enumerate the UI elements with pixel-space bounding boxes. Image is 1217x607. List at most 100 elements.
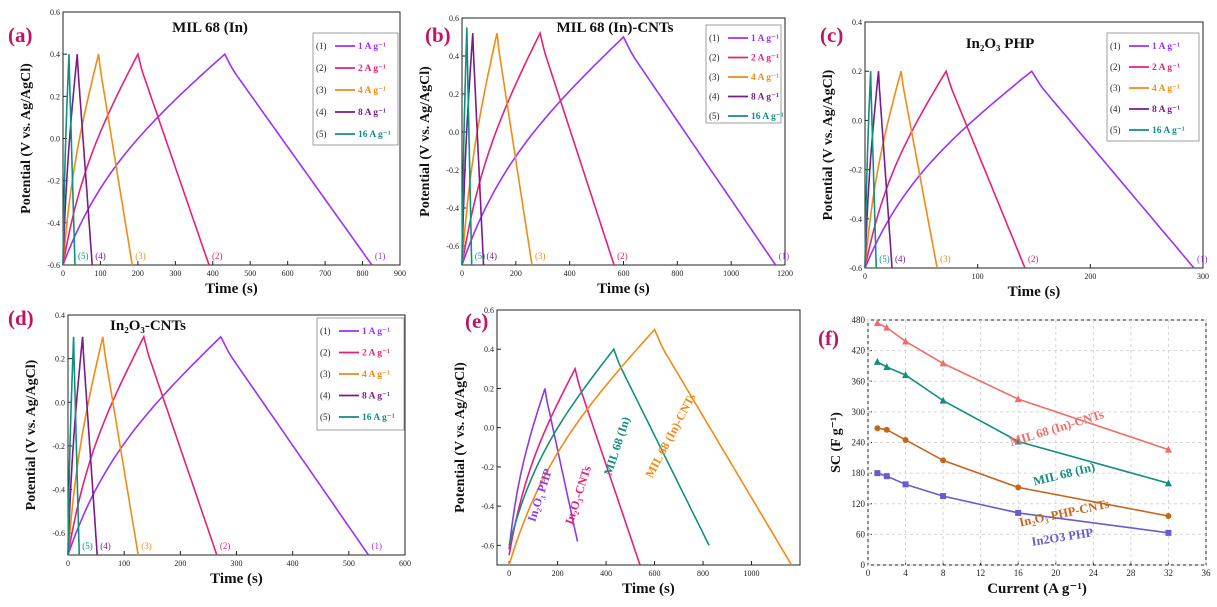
legend-label: 2 A g⁻¹	[358, 64, 386, 74]
legend-label: 1 A g⁻¹	[362, 327, 390, 337]
data-point	[874, 470, 881, 477]
x-tick-label: 100	[94, 269, 106, 278]
data-point	[902, 337, 910, 345]
panel-c: 0 100 200 300 -0.6 -0.4 -0.2 0.0 0.2 0.4 Time (s) P…	[820, 18, 1209, 300]
panel-letter: (b)	[425, 23, 451, 47]
x-axis-label: Time (s)	[597, 281, 650, 297]
y-tick-label: -0.2	[446, 166, 459, 175]
x-tick-label: 600	[649, 569, 661, 578]
data-point	[1164, 445, 1172, 453]
gcd-curve	[508, 347, 710, 546]
data-point	[940, 493, 947, 500]
legend-tag: (4)	[316, 107, 327, 117]
legend-tag: (4)	[1110, 104, 1121, 114]
x-tick-label: 28	[1126, 568, 1136, 578]
legend-label: 2 A g⁻¹	[1152, 63, 1180, 73]
y-axis-label: Potential (V vs. Ag/AgCl)	[19, 63, 34, 214]
panel-d: 0 100 200 300 400 500 600 -0.6 -0.4 -0.2 0.0 0.2 0.4…	[8, 306, 411, 587]
gcd-curve	[461, 33, 485, 266]
x-tick-label: 600	[618, 269, 630, 278]
curve-end-tag: (2)	[1028, 254, 1039, 264]
curves	[508, 328, 793, 566]
legend-label: 4 A g⁻¹	[1152, 84, 1180, 94]
curve-end-tag: (3)	[940, 254, 951, 264]
panel-title: In₂O₃ PHP	[966, 36, 1035, 52]
y-axis-label: Potential (V vs. Ag/AgCl)	[24, 359, 39, 510]
panel-letter: (a)	[8, 23, 33, 47]
x-tick-label: 24	[1089, 568, 1099, 578]
data-point	[873, 319, 881, 327]
x-tick-label: 16	[1014, 568, 1024, 578]
x-tick-label: 200	[132, 269, 144, 278]
gcd-curve	[62, 54, 76, 266]
legend-box	[312, 32, 399, 146]
legend-tag: (5)	[1110, 125, 1121, 135]
x-tick-label: 1200	[777, 269, 793, 278]
data-point	[940, 457, 947, 464]
y-tick-label: 240	[852, 438, 866, 448]
panel-letter: (f)	[818, 326, 839, 350]
x-tick-label: 200	[510, 269, 522, 278]
legend-box	[1106, 32, 1200, 142]
y-tick-label: 60	[856, 529, 866, 539]
y-tick-label: -0.6	[849, 264, 862, 273]
data-point	[883, 323, 891, 331]
y-tick-label: 0.0	[484, 424, 494, 433]
gcd-curve	[461, 33, 533, 266]
y-tick-label: 0.2	[484, 384, 494, 393]
curve-end-tag: (1)	[371, 541, 382, 551]
data-point	[902, 481, 909, 488]
gcd-curve	[508, 366, 641, 566]
panel-letter: (c)	[820, 23, 843, 47]
data-point	[1014, 437, 1022, 445]
x-tick-label: 1000	[723, 269, 739, 278]
y-tick-label: -0.4	[446, 204, 459, 213]
gcd-curve	[62, 54, 93, 266]
x-tick-label: 0	[61, 269, 65, 278]
y-axis-label: Potential (V vs. Ag/AgCl)	[453, 362, 468, 513]
plot-frame	[496, 309, 801, 566]
y-tick-label: -0.4	[481, 502, 494, 511]
legend-label: 2 A g⁻¹	[362, 349, 390, 359]
x-tick-label: 800	[357, 269, 369, 278]
legend-label: 8 A g⁻¹	[362, 392, 390, 402]
data-point	[902, 371, 910, 379]
y-tick-label: 0.2	[449, 90, 459, 99]
x-tick-label: 36	[1202, 568, 1212, 578]
panel-title: In₂O₃-CNTs	[110, 318, 186, 334]
y-tick-label: 0.0	[50, 135, 60, 144]
curve-end-tag: (1)	[1197, 254, 1208, 264]
x-tick-label: 900	[394, 269, 406, 278]
legend-tag: (1)	[320, 326, 331, 336]
gcd-curve	[67, 334, 218, 556]
curve-end-tag: (2)	[212, 251, 223, 261]
curve-end-tag: (3)	[535, 251, 546, 261]
x-tick-label: 32	[1164, 568, 1173, 578]
legend-label: 16 A g⁻¹	[751, 112, 784, 122]
data-point	[1165, 529, 1172, 536]
data-point	[1014, 395, 1022, 403]
curve-end-tag: (4)	[895, 254, 906, 264]
y-axis-label: Potential (V vs. Ag/AgCl)	[418, 66, 433, 217]
y-tick-label: 120	[852, 499, 866, 509]
x-tick-label: 1000	[744, 569, 760, 578]
curve-end-tag: (2)	[220, 541, 231, 551]
series-label: MIL 68 (In)	[1032, 460, 1097, 489]
data-point	[874, 425, 881, 432]
legend-label: 1 A g⁻¹	[1152, 42, 1180, 52]
x-tick-label: 100	[118, 559, 130, 568]
legend-label: 8 A g⁻¹	[358, 108, 386, 118]
panel-a: 0 100 200 300 400 500 600 700 800 900 -0.6 -0.4 -0.2…	[8, 8, 406, 297]
panel-b: 0 200 400 600 800 1000 1200 -0.6 -0.4 -0.2 0.0 0.2 0…	[418, 14, 793, 297]
data-point	[883, 426, 890, 433]
y-tick-label: 0	[861, 560, 866, 570]
legend-label: 16 A g⁻¹	[1152, 126, 1185, 136]
x-axis-label: Time (s)	[1008, 284, 1061, 300]
gcd-curve	[461, 27, 473, 266]
y-tick-label: 0.4	[55, 311, 65, 320]
legend-tag: (4)	[709, 92, 720, 102]
gcd-curve	[62, 52, 373, 266]
x-axis-label: Time (s)	[622, 581, 675, 597]
curve-end-tag: (1)	[779, 251, 790, 261]
curves	[67, 334, 370, 556]
